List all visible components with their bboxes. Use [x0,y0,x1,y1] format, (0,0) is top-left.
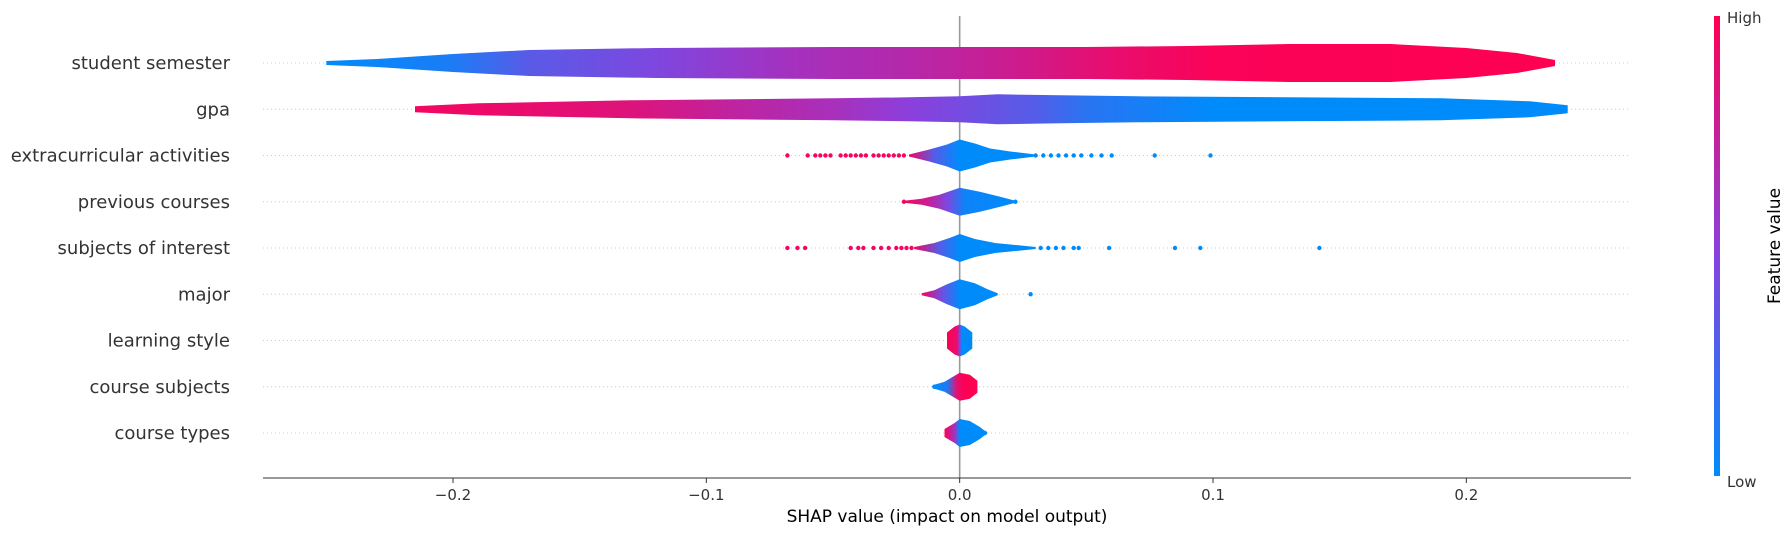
point-extracurricular-activities-11 [863,153,869,158]
violin-learning-style [947,324,973,357]
feature-label-gpa: gpa [196,99,230,120]
feature-label-student-semester: student semester [71,53,230,74]
point-subjects-of-interest-0 [785,245,790,251]
x-tick-label-1: −0.1 [688,486,724,504]
feature-label-extracurricular-activities: extracurricular activities [11,146,230,167]
point-extracurricular-activities-6 [838,153,843,158]
colorbar-gradient [1714,16,1720,476]
point-extracurricular-activities-7 [843,153,848,158]
x-tick-label-2: 0.0 [948,486,972,504]
point-extracurricular-activities-22 [1056,153,1061,158]
point-extracurricular-activities-0 [785,153,790,158]
point-extracurricular-activities-25 [1079,153,1084,158]
point-subjects-of-interest-20 [1172,245,1178,251]
feature-labels: student semester gpa extracurricular activ… [11,53,231,444]
point-subjects-of-interest-4 [856,245,861,251]
colorbar-title: Feature value [1765,188,1785,304]
violin-subjects-of-interest [914,234,1036,262]
point-extracurricular-activities-3 [818,153,823,158]
point-previous-courses-1 [1013,199,1018,204]
point-extracurricular-activities-8 [848,153,853,158]
feature-label-learning-style: learning style [108,331,230,352]
point-subjects-of-interest-18 [1076,245,1081,251]
colorbar: High Low Feature value [1714,9,1785,491]
point-subjects-of-interest-11 [904,245,909,251]
x-tick-label-3: 0.1 [1201,486,1225,504]
point-subjects-of-interest-2 [802,245,808,251]
colorbar-low-label: Low [1727,473,1757,491]
point-previous-courses-0 [901,199,907,204]
point-extracurricular-activities-4 [823,153,828,158]
point-extracurricular-activities-23 [1063,153,1069,158]
violin-extracurricular-activities [909,139,1036,172]
point-extracurricular-activities-29 [1152,153,1157,158]
feature-label-course-types: course types [115,423,230,444]
point-extracurricular-activities-9 [853,153,858,158]
feature-label-previous-courses: previous courses [78,192,230,213]
point-extracurricular-activities-27 [1099,153,1104,158]
x-axis: −0.2 −0.1 0.0 0.1 0.2 SHAP value (impact on … [263,477,1631,527]
x-ticks: −0.2 −0.1 0.0 0.1 0.2 [435,478,1478,504]
point-subjects-of-interest-9 [894,245,899,251]
point-major-0 [1028,292,1033,297]
violin-course-types [944,419,985,447]
x-axis-label: SHAP value (impact on model output) [787,507,1108,527]
feature-label-subjects-of-interest: subjects of interest [58,238,230,259]
violin-major [921,279,998,310]
point-subjects-of-interest-7 [878,245,884,251]
point-extracurricular-activities-26 [1089,153,1094,158]
point-subjects-of-interest-17 [1071,245,1076,251]
point-extracurricular-activities-28 [1109,153,1114,158]
point-subjects-of-interest-6 [871,245,876,251]
violin-gpa [415,94,1568,125]
point-extracurricular-activities-1 [805,153,810,158]
point-extracurricular-activities-19 [1033,153,1038,158]
point-extracurricular-activities-20 [1041,153,1046,158]
feature-label-major: major [178,284,231,305]
point-subjects-of-interest-12 [909,245,914,251]
point-extracurricular-activities-5 [828,153,833,158]
point-subjects-of-interest-1 [795,245,800,251]
point-course-types-0 [982,430,988,436]
point-subjects-of-interest-3 [848,245,853,251]
point-extracurricular-activities-17 [896,153,902,158]
point-extracurricular-activities-10 [858,153,864,158]
point-extracurricular-activities-13 [876,153,881,158]
point-extracurricular-activities-14 [881,153,886,158]
point-subjects-of-interest-5 [861,245,866,251]
violin-student-semester [326,44,1555,82]
point-subjects-of-interest-15 [1053,245,1059,251]
colorbar-high-label: High [1727,9,1761,27]
point-extracurricular-activities-18 [901,153,907,158]
feature-label-course-subjects: course subjects [89,377,230,398]
point-extracurricular-activities-12 [871,153,876,158]
violin-course-subjects [934,372,978,401]
point-course-subjects-0 [932,384,937,389]
point-subjects-of-interest-13 [1038,245,1043,251]
point-subjects-of-interest-22 [1317,245,1322,251]
point-extracurricular-activities-2 [813,153,818,158]
point-extracurricular-activities-24 [1071,153,1076,158]
point-subjects-of-interest-8 [886,245,891,251]
point-subjects-of-interest-10 [899,245,904,251]
x-tick-label-4: 0.2 [1454,486,1478,504]
point-extracurricular-activities-16 [891,153,896,158]
x-tick-label-0: −0.2 [435,486,471,504]
point-extracurricular-activities-15 [886,153,891,158]
point-subjects-of-interest-21 [1198,245,1203,251]
point-subjects-of-interest-16 [1061,245,1066,251]
point-subjects-of-interest-19 [1106,245,1112,251]
violin-previous-courses [903,187,1016,216]
violins [326,44,1568,447]
point-extracurricular-activities-30 [1208,153,1213,158]
point-extracurricular-activities-21 [1048,153,1054,158]
point-subjects-of-interest-14 [1046,245,1051,251]
